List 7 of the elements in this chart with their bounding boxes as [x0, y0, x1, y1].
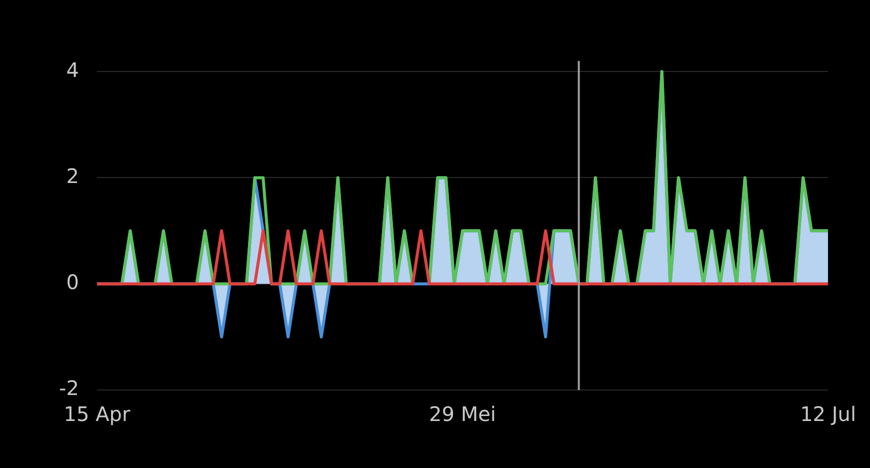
- x-tick-label: 29 Mei: [429, 402, 496, 426]
- x-tick-label: 15 Apr: [64, 402, 131, 426]
- y-tick-label: 4: [66, 58, 79, 82]
- y-tick-label: 2: [66, 164, 79, 188]
- x-tick-label: 12 Jul: [800, 402, 856, 426]
- y-tick-label: -2: [59, 376, 79, 400]
- y-tick-label: 0: [66, 270, 79, 294]
